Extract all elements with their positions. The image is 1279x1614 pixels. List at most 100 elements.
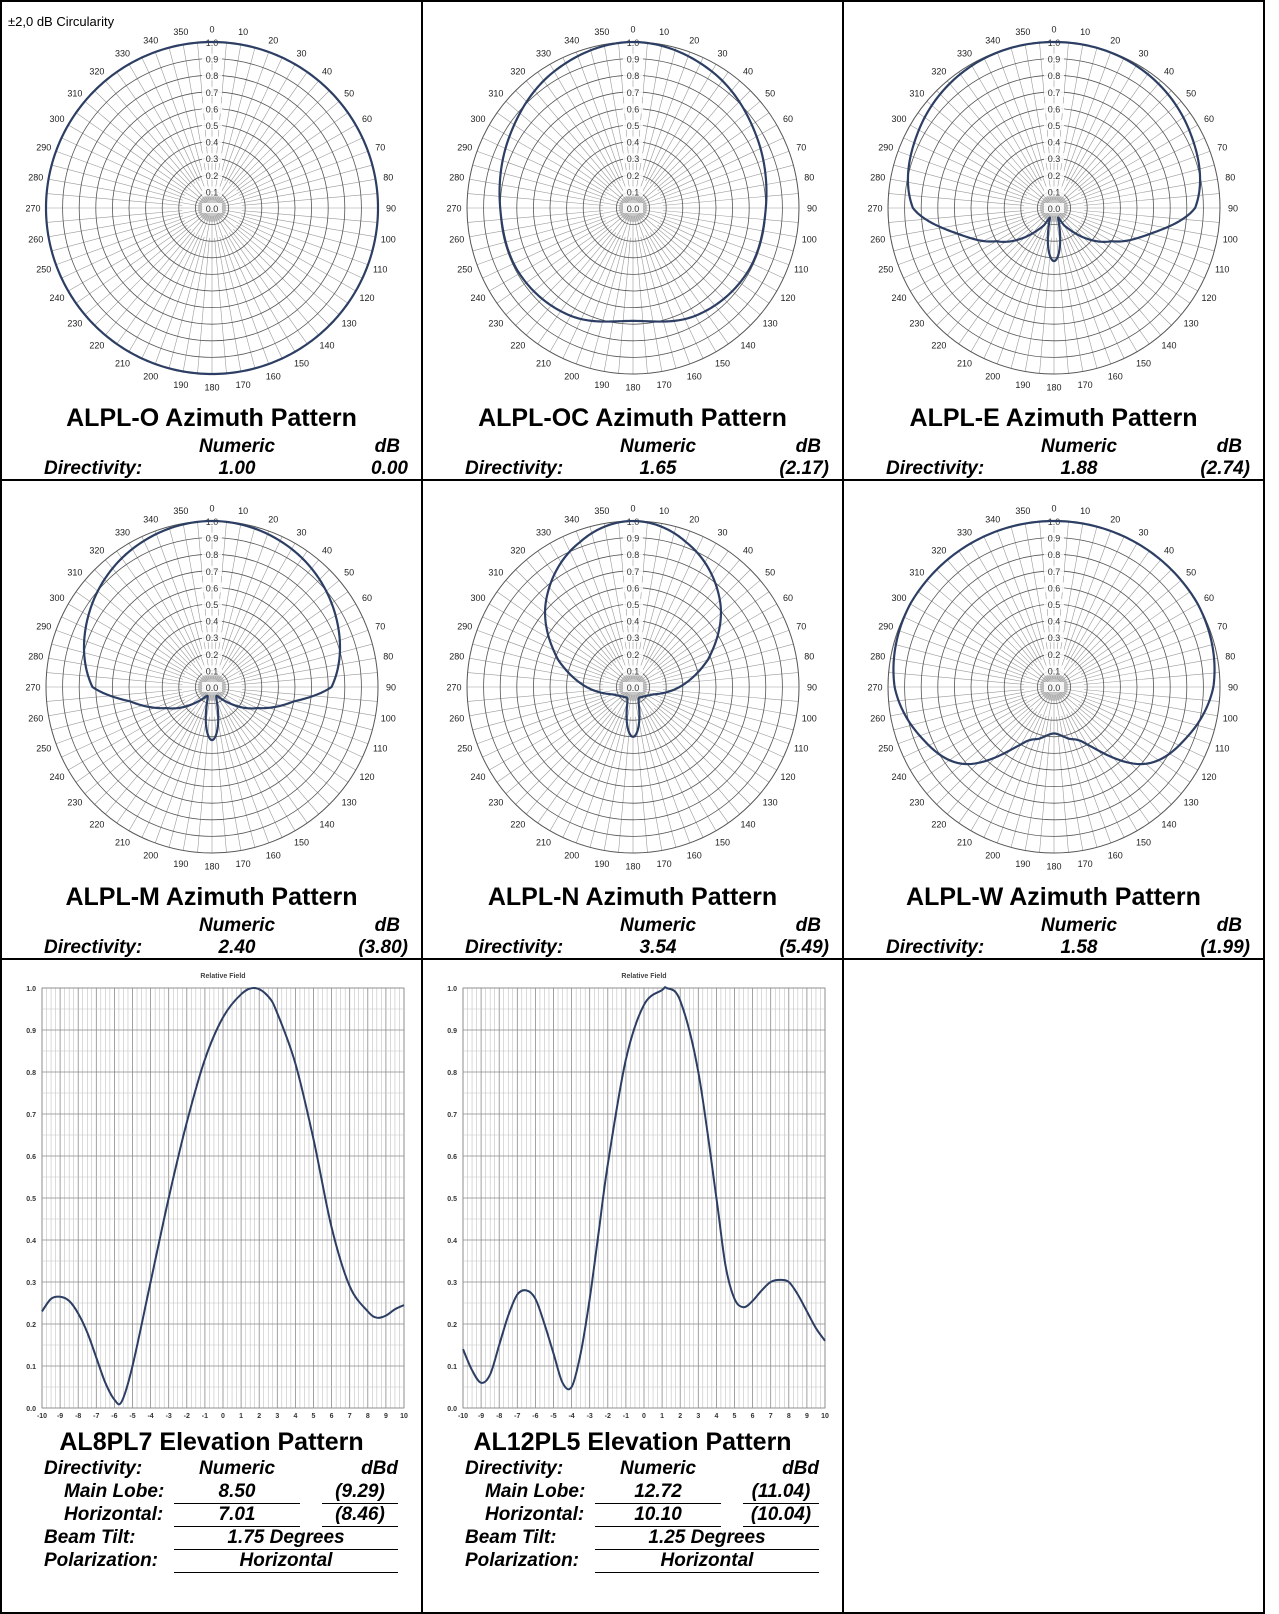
polar-spoke xyxy=(233,569,330,666)
polar-spoke xyxy=(240,215,373,252)
polar-spoke xyxy=(983,57,1042,181)
polar-spoke xyxy=(51,164,184,201)
polar-spoke xyxy=(657,703,770,783)
polar-spoke xyxy=(217,580,340,683)
polar-spoke xyxy=(68,124,206,205)
polar-spoke xyxy=(218,124,356,205)
pattern-title: ALPL-E Azimuth Pattern xyxy=(909,404,1198,432)
radial-label-bg xyxy=(202,53,222,64)
polar-spoke xyxy=(1058,692,1161,815)
angle-label: 50 xyxy=(344,88,354,98)
radial-label: 0.1 xyxy=(627,666,640,676)
db-header: dB xyxy=(1216,436,1242,457)
radial-label: 0.6 xyxy=(1048,104,1061,114)
polar-spoke xyxy=(515,229,612,326)
radial-label-bg xyxy=(623,582,643,593)
x-tick-label: 10 xyxy=(821,1413,829,1420)
main-lobe-label: Main Lobe: xyxy=(64,1481,165,1502)
polar-spoke xyxy=(48,178,205,207)
polar-spoke xyxy=(575,530,631,680)
radial-label: 0.8 xyxy=(627,550,640,560)
x-tick-label: 3 xyxy=(696,1413,700,1420)
horizontal-numeric: 10.10 xyxy=(595,1504,721,1527)
radial-label: 0.2 xyxy=(206,171,219,181)
polar-spoke xyxy=(1055,694,1084,851)
radial-label: 0.1 xyxy=(627,187,640,197)
angle-label: 300 xyxy=(470,593,485,603)
angle-label: 140 xyxy=(741,820,756,830)
angle-label: 140 xyxy=(741,341,756,351)
polar-spoke xyxy=(168,236,205,369)
pattern-title: ALPL-N Azimuth Pattern xyxy=(487,883,778,911)
angle-label: 310 xyxy=(909,88,924,98)
polar-spoke xyxy=(958,711,1038,824)
directivity-numeric: 1.65 xyxy=(595,458,721,479)
polar-spoke xyxy=(216,213,319,336)
x-tick-label: 10 xyxy=(400,1413,408,1420)
polar-spoke xyxy=(154,215,210,365)
beam-tilt-value: 1.25 Degrees xyxy=(595,1527,819,1550)
y-tick-label: 0.3 xyxy=(447,1280,457,1287)
polar-spoke xyxy=(657,112,770,192)
angle-label: 280 xyxy=(870,172,885,182)
polar-spoke xyxy=(888,193,1025,206)
angle-label: 250 xyxy=(36,265,51,275)
polar-spoke xyxy=(1082,694,1215,731)
polar-spoke xyxy=(94,708,191,805)
polar-spoke xyxy=(1061,688,1218,717)
angle-label: 80 xyxy=(1225,172,1235,182)
angle-label: 310 xyxy=(67,88,82,98)
angle-label: 310 xyxy=(909,567,924,577)
empty-panel xyxy=(842,958,1265,1614)
radial-label-bg xyxy=(1044,582,1064,593)
radial-label-bg xyxy=(202,565,222,576)
polar-spoke xyxy=(469,209,626,238)
angle-label: 120 xyxy=(360,293,375,303)
polar-spoke xyxy=(897,689,1047,745)
polar-spoke xyxy=(128,693,209,831)
radial-label: 0.6 xyxy=(627,104,640,114)
polar-spoke xyxy=(51,215,184,252)
polar-spoke xyxy=(233,708,330,805)
angle-label: 150 xyxy=(715,838,730,848)
polar-spoke xyxy=(549,693,630,831)
x-tick-label: 0 xyxy=(221,1413,225,1420)
polar-spoke xyxy=(240,164,373,201)
angle-label: 80 xyxy=(383,172,393,182)
polar-spoke xyxy=(640,526,677,659)
angle-label: 150 xyxy=(294,359,309,369)
radial-label-bg xyxy=(623,565,643,576)
numeric-header: Numeric xyxy=(1040,436,1118,457)
polar-spoke xyxy=(897,150,1047,206)
polar-spoke xyxy=(105,80,208,203)
polar-spoke xyxy=(105,692,208,815)
polar-spoke xyxy=(224,235,283,359)
polar-spoke xyxy=(996,215,1052,365)
x-tick-label: -8 xyxy=(75,1413,81,1420)
polar-spoke xyxy=(1058,80,1161,203)
angle-label: 140 xyxy=(1162,341,1177,351)
radial-label: 0.9 xyxy=(206,55,219,65)
pattern-curve xyxy=(498,40,768,323)
polar-spoke xyxy=(1060,690,1198,771)
polar-spoke xyxy=(1010,236,1047,369)
angle-label: 250 xyxy=(457,265,472,275)
angle-label: 40 xyxy=(1164,66,1174,76)
x-tick-label: -1 xyxy=(623,1413,629,1420)
angle-label: 330 xyxy=(536,527,551,537)
elevation-line-chart: Relative Field 0.0 0.1 0.2 0.3 0.4 0.5 0.6 0.7 0.… xyxy=(447,973,829,1420)
polar-spoke xyxy=(562,536,621,660)
azimuth-polar-chart: 0.00.10.20.30.40.50.60.70.80.91.00 102030… xyxy=(446,25,817,393)
angle-label: 230 xyxy=(909,798,924,808)
polar-spoke xyxy=(1075,90,1172,187)
polar-spoke xyxy=(947,80,1050,203)
angle-label: 50 xyxy=(1186,567,1196,577)
angle-label: 320 xyxy=(931,66,946,76)
x-tick-label: -2 xyxy=(184,1413,190,1420)
chart-title: Relative Field xyxy=(621,973,666,980)
radial-label-bg xyxy=(623,648,643,659)
polar-spoke xyxy=(1066,714,1125,838)
polar-spoke xyxy=(903,220,1027,279)
polar-spoke xyxy=(1083,193,1220,206)
angle-label: 280 xyxy=(28,172,43,182)
